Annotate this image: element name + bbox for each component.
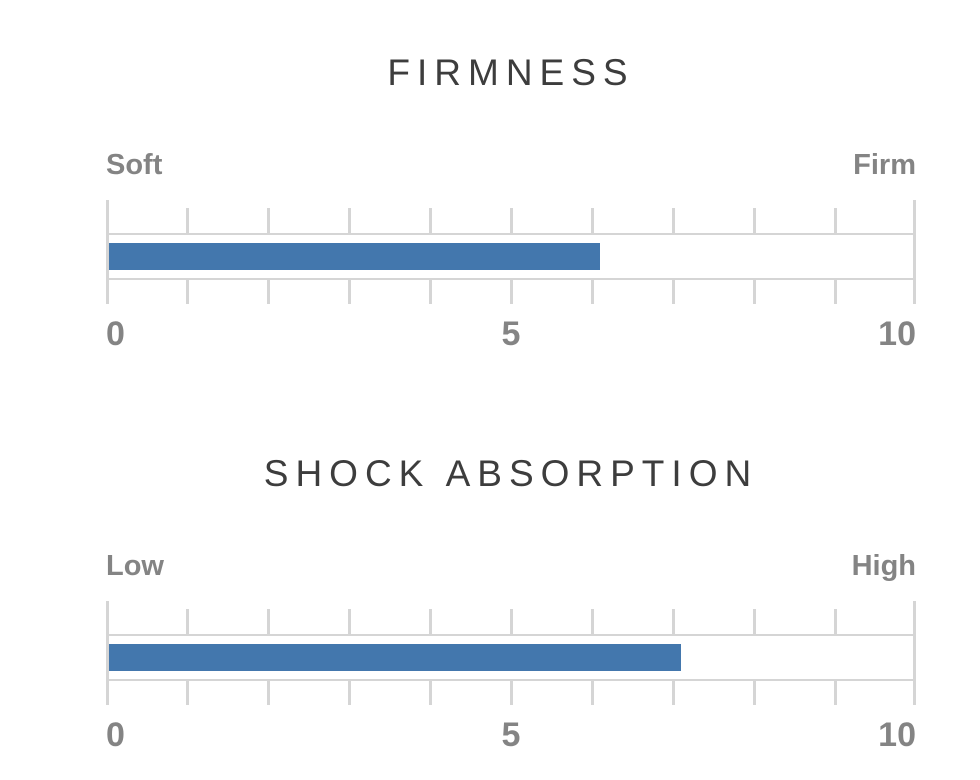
endpoint-labels-row: Low High bbox=[106, 549, 916, 584]
axis-tick bbox=[590, 609, 594, 634]
axis-tick bbox=[833, 679, 837, 705]
axis-tick bbox=[185, 609, 189, 634]
axis-tick bbox=[266, 278, 270, 304]
axis-tick bbox=[509, 208, 513, 233]
axis-tick bbox=[185, 679, 189, 705]
track-top-line bbox=[106, 233, 916, 235]
axis-tick bbox=[347, 609, 351, 634]
axis-tick bbox=[590, 679, 594, 705]
axis-tick bbox=[266, 609, 270, 634]
axis-tick-end bbox=[106, 601, 109, 705]
axis-tick bbox=[752, 679, 756, 705]
axis-tick bbox=[752, 208, 756, 233]
axis-tick bbox=[266, 679, 270, 705]
axis-tick bbox=[752, 278, 756, 304]
track-top-line bbox=[106, 634, 916, 636]
value-bar bbox=[106, 644, 682, 671]
axis-tick-end bbox=[106, 200, 109, 304]
axis-tick bbox=[509, 679, 513, 705]
endpoint-labels-row: Soft Firm bbox=[106, 148, 916, 183]
axis-tick bbox=[590, 208, 594, 233]
chart-shock-absorption: SHOCK ABSORPTION Low High 0 5 10 bbox=[106, 401, 916, 771]
chart-title: FIRMNESS bbox=[387, 52, 635, 93]
right-end-label: High bbox=[851, 550, 916, 582]
axis-tick bbox=[428, 208, 432, 233]
axis-tick bbox=[833, 278, 837, 304]
axis-tick bbox=[752, 609, 756, 634]
axis-tick bbox=[509, 278, 513, 304]
right-end-label: Firm bbox=[853, 149, 916, 181]
left-end-label: Low bbox=[106, 550, 164, 582]
axis-tick bbox=[428, 609, 432, 634]
axis-tick bbox=[185, 278, 189, 304]
axis-tick-label: 0 bbox=[106, 716, 125, 754]
axis-tick bbox=[347, 679, 351, 705]
axis-tick bbox=[671, 278, 675, 304]
axis-tick-end bbox=[913, 200, 916, 304]
axis-tick bbox=[833, 609, 837, 634]
axis-tick bbox=[671, 609, 675, 634]
axis-tick bbox=[833, 208, 837, 233]
axis-tick bbox=[428, 278, 432, 304]
axis-tick bbox=[428, 679, 432, 705]
axis-tick-labels-row: 0 5 10 bbox=[106, 315, 916, 357]
axis-tick-label: 5 bbox=[501, 716, 521, 754]
axis-tick-end bbox=[913, 601, 916, 705]
axis-tick-label: 0 bbox=[106, 315, 125, 353]
gauge-scale bbox=[106, 200, 916, 304]
axis-tick bbox=[590, 278, 594, 304]
axis-tick-label: 5 bbox=[501, 315, 521, 353]
axis-tick bbox=[347, 208, 351, 233]
chart-firmness: FIRMNESS Soft Firm 0 5 10 bbox=[106, 0, 916, 370]
axis-tick bbox=[671, 208, 675, 233]
axis-tick bbox=[347, 278, 351, 304]
axis-tick bbox=[671, 679, 675, 705]
axis-tick-label: 10 bbox=[878, 716, 916, 754]
chart-title: SHOCK ABSORPTION bbox=[263, 453, 759, 494]
gauge-scale bbox=[106, 601, 916, 705]
axis-tick bbox=[509, 609, 513, 634]
value-bar bbox=[106, 243, 601, 270]
axis-tick-label: 10 bbox=[878, 315, 916, 353]
axis-tick bbox=[266, 208, 270, 233]
axis-tick-labels-row: 0 5 10 bbox=[106, 716, 916, 758]
axis-tick bbox=[185, 208, 189, 233]
left-end-label: Soft bbox=[106, 149, 163, 181]
